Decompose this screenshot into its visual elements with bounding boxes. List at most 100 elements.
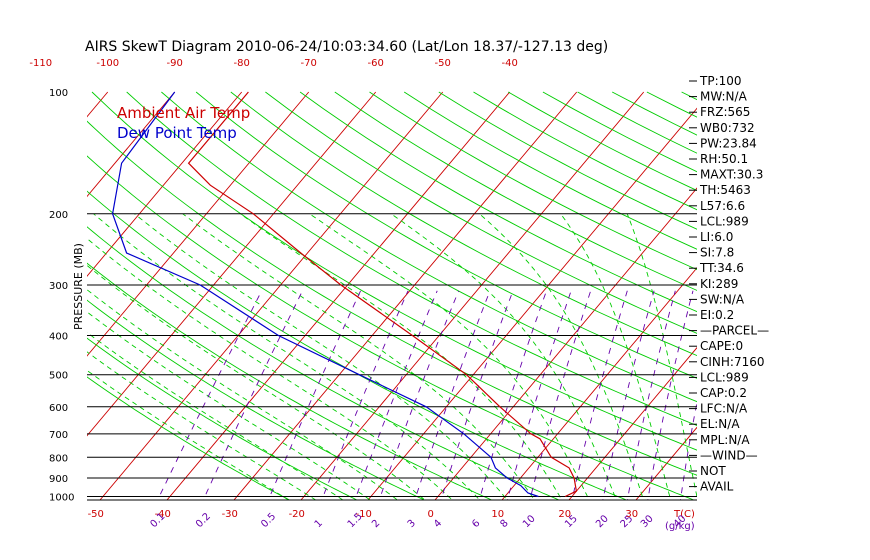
mixing-ratio-line: [626, 290, 676, 500]
moist-adiabat-line: [240, 213, 563, 500]
moist-adiabat-line: [626, 213, 697, 499]
pressure-tick-label: 100: [49, 88, 68, 99]
bottom-temp-tick-label: 0: [428, 509, 434, 520]
top-temp-tick-label: -80: [234, 58, 250, 69]
top-temp-tick-label: -110: [29, 58, 52, 69]
mixing-ratio-label: 8: [498, 518, 510, 530]
dry-adiabat-line: [265, 91, 697, 334]
dry-adiabat-line: [87, 155, 695, 500]
index-item: KI:289: [700, 277, 738, 291]
moist-adiabat-line: [87, 289, 399, 500]
mixing-ratio-label: 1: [313, 518, 325, 530]
mixing-ratio-line: [529, 290, 592, 500]
bottom-temp-tick-label: -50: [88, 509, 104, 520]
legend-ambient-air-temp: Ambient Air Temp: [117, 104, 250, 122]
moist-adiabat-line: [182, 213, 536, 500]
index-item: TH:5463: [699, 183, 751, 197]
isotherm-line: [635, 426, 697, 500]
isotherm-line: [87, 91, 310, 357]
dry-adiabat-line: [87, 190, 628, 500]
bottom-temp-tick-label: -30: [222, 509, 238, 520]
bottom-temp-tick-label: 30: [625, 509, 638, 520]
mixing-ratio-label: 10: [521, 513, 538, 530]
moist-adiabat-line: [87, 264, 426, 500]
moist-adiabat-line: [87, 331, 344, 500]
dry-adiabat-line: [369, 91, 697, 271]
isotherm-line: [568, 346, 697, 500]
index-item: SI:7.8: [700, 246, 734, 260]
index-item: MAXT:30.3: [700, 168, 763, 182]
dry-adiabat-line: [87, 262, 493, 500]
top-temp-tick-label: -70: [301, 58, 317, 69]
isotherm-line: [367, 107, 697, 500]
ambient-air-temp-line: [187, 91, 578, 498]
dry-adiabat-line: [87, 226, 561, 500]
bottom-temp-unit: T(C): [673, 509, 695, 520]
mixing-ratio-label: 30: [639, 513, 656, 530]
pressure-tick-label: 600: [49, 403, 68, 414]
bottom-temp-tick-label: -40: [155, 509, 171, 520]
mixing-ratio-label: 4: [432, 518, 444, 530]
mixing-ratio-line: [157, 290, 263, 500]
mixing-ratio-label: 0.2: [194, 511, 213, 530]
mixing-ratio-unit: (g/kg): [665, 521, 695, 532]
moist-adiabat-line: [87, 351, 317, 500]
index-item: SW:N/A: [700, 292, 745, 306]
chart-title: AIRS SkewT Diagram 2010-06-24/10:03:34.6…: [85, 39, 608, 55]
mixing-ratio-line: [378, 290, 460, 500]
isotherm-line: [99, 91, 444, 500]
index-item: EI:0.2: [700, 308, 734, 322]
index-item: FRZ:565: [700, 105, 750, 119]
mixing-ratio-line: [647, 290, 694, 500]
top-temp-tick-label: -100: [96, 58, 119, 69]
isotherm-line: [0, 92, 41, 505]
isotherm-line: [166, 91, 511, 500]
mixing-ratio-line: [267, 290, 362, 500]
pressure-tick-label: 200: [49, 210, 68, 221]
dry-adiabat-line: [299, 91, 697, 313]
index-item: EL:N/A: [700, 417, 740, 431]
index-item: LCL:989: [700, 214, 749, 228]
moist-adiabat-line: [309, 213, 590, 500]
isotherm-line: [87, 91, 109, 118]
mixing-ratio-line: [602, 290, 655, 500]
mixing-ratio-line: [414, 290, 491, 500]
bottom-temp-tick-label: 20: [558, 509, 571, 520]
dry-adiabat-line: [87, 120, 697, 476]
pressure-tick-label: 300: [49, 281, 68, 292]
moist-adiabat-line: [87, 237, 453, 500]
legend: Ambient Air Temp Dew Point Temp: [117, 104, 250, 142]
index-item: CINH:7160: [700, 355, 765, 369]
bottom-temp-tick-label: 10: [491, 509, 504, 520]
index-item: RH:50.1: [700, 152, 748, 166]
index-item: CAPE:0: [700, 339, 743, 353]
y-axis-label: PRESSURE (MB): [72, 243, 85, 330]
isotherm-line: [87, 91, 176, 198]
isotherm-line: [766, 92, 870, 505]
index-item: L57:6.6: [700, 199, 745, 213]
dry-adiabat-line: [87, 376, 291, 500]
isotherm-line: [87, 91, 243, 277]
index-item: LFC:N/A: [700, 402, 748, 416]
dew-point-temp-line: [111, 91, 539, 498]
isotherm-line: [434, 187, 697, 500]
moist-adiabat-line: [390, 213, 617, 500]
dry-adiabat-line: [195, 91, 697, 379]
isotherm-line: [300, 91, 645, 500]
index-item: TP:100: [699, 74, 742, 88]
mixing-ratio-label: 20: [594, 513, 611, 530]
mixing-ratio-label: 2: [370, 518, 382, 530]
dry-adiabat-line: [161, 91, 697, 403]
pressure-tick-label: 800: [49, 453, 68, 464]
top-temp-tick-label: -60: [368, 58, 384, 69]
isotherm-line: [87, 91, 377, 437]
axis-labels: 1002003004005006007008009001000-120-110-…: [29, 58, 695, 532]
pressure-tick-label: 500: [49, 371, 68, 382]
pressure-gridlines: [87, 213, 697, 501]
mixing-ratio-line: [571, 290, 628, 500]
top-temp-tick-label: -90: [167, 58, 183, 69]
pressure-tick-label: 700: [49, 430, 68, 441]
profile-series: [111, 91, 578, 498]
